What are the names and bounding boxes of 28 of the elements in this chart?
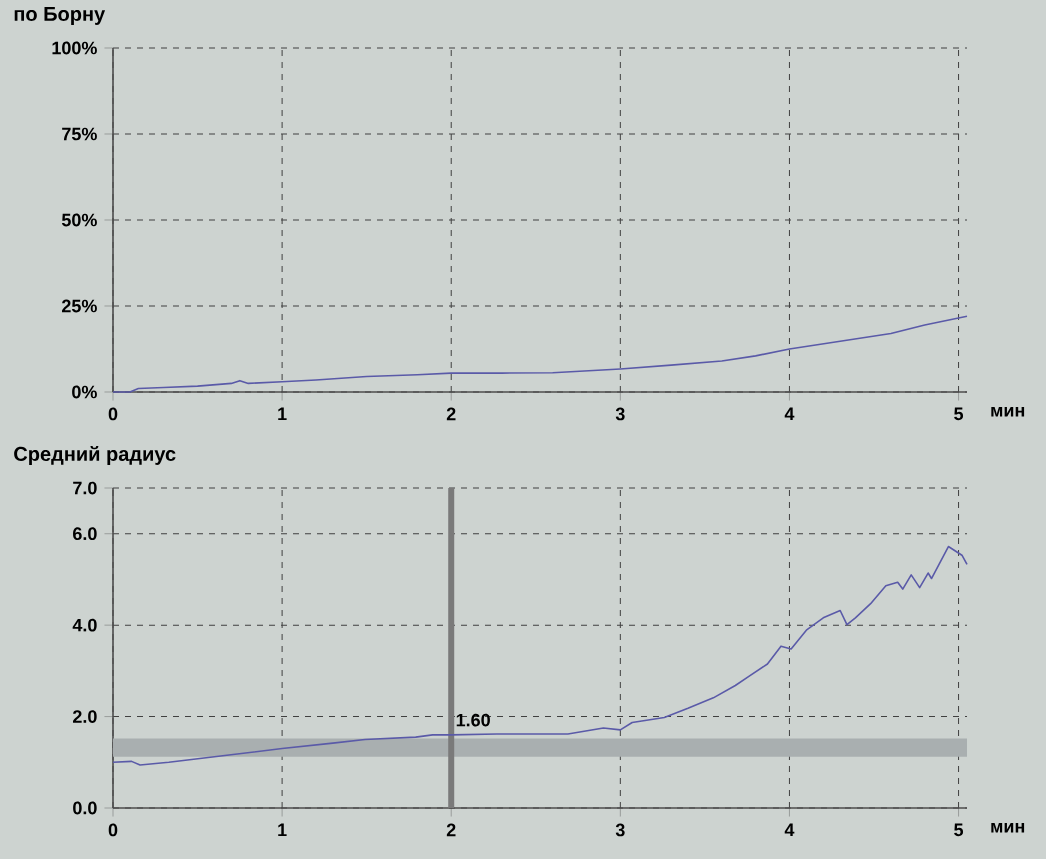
annotation: 1.60 xyxy=(456,713,490,727)
x-tick-label: 2 xyxy=(446,407,456,421)
chart-title: Средний радиус xyxy=(14,445,176,465)
y-tick-label: 7.0 xyxy=(73,481,97,495)
x-tick-label: 1 xyxy=(278,823,287,836)
x-axis-title: мин xyxy=(991,823,1025,833)
x-tick-label: 2 xyxy=(446,823,456,837)
y-tick-label: 6.0 xyxy=(73,527,97,541)
x-tick-label: 4 xyxy=(784,823,795,836)
x-tick-label: 3 xyxy=(615,407,625,421)
x-tick-label: 3 xyxy=(615,823,625,837)
y-tick-label: 4.0 xyxy=(72,618,97,632)
y-tick-label: 75% xyxy=(62,127,97,141)
x-tick-label: 1 xyxy=(278,407,287,420)
y-tick-label: 25% xyxy=(62,299,97,313)
x-tick-label: 0 xyxy=(108,823,118,837)
y-tick-label: 0% xyxy=(72,385,97,399)
y-tick-label: 2.0 xyxy=(73,710,97,723)
x-tick-label: 0 xyxy=(108,407,118,421)
x-tick-label: 5 xyxy=(954,823,964,837)
line-series xyxy=(112,545,968,766)
x-axis-title: мин xyxy=(991,407,1025,417)
x-tick-label: 4 xyxy=(784,407,795,420)
y-tick-label: 0.0 xyxy=(73,801,97,815)
chart-title: по Борну xyxy=(14,7,106,25)
y-tick-label: 100% xyxy=(52,41,97,55)
x-tick-label: 5 xyxy=(954,407,964,421)
y-tick-label: 50% xyxy=(61,213,97,227)
